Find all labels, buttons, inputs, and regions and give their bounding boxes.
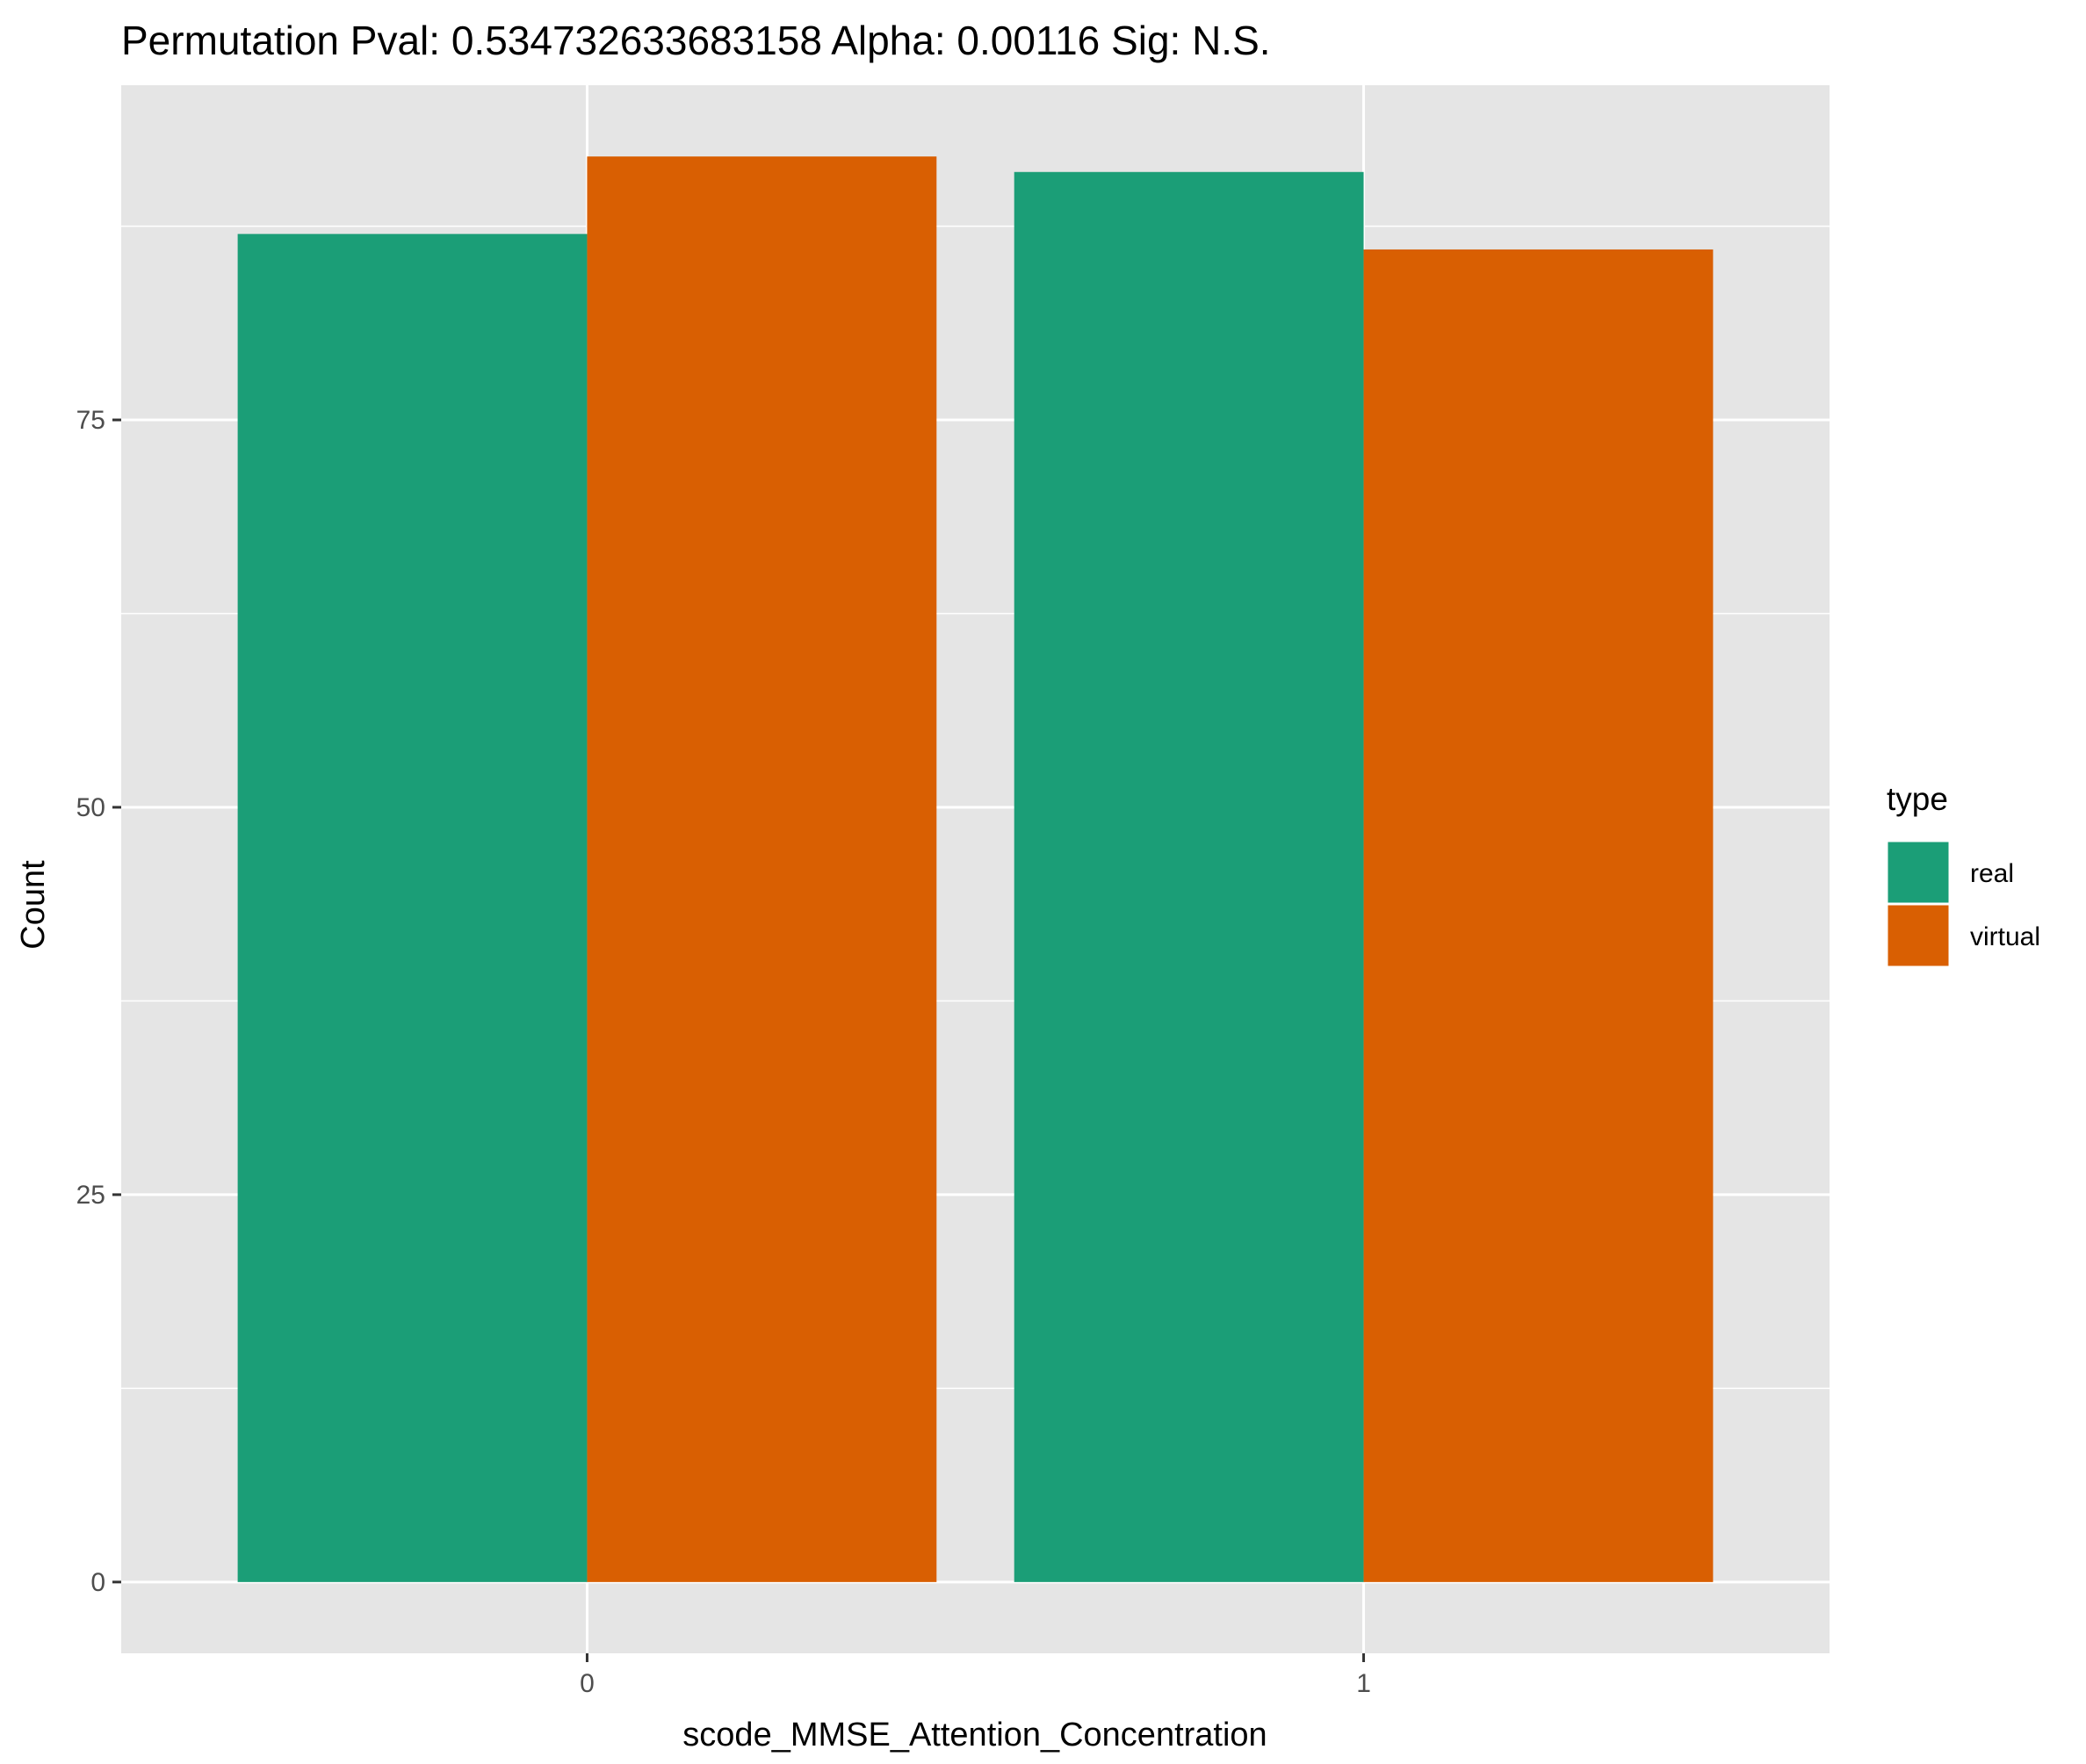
x-tick-label: 1: [1356, 1669, 1371, 1698]
legend-items: real virtual: [1885, 839, 2040, 969]
axes: 0 25 50 75 0 1: [76, 406, 1371, 1698]
y-tick-label: 75: [76, 406, 105, 435]
legend-label-real: real: [1970, 859, 2014, 888]
bar-real-0: [237, 234, 588, 1582]
y-tick-label: 0: [90, 1568, 105, 1597]
y-tick-label: 50: [76, 793, 105, 822]
bar-virtual-0: [587, 156, 937, 1582]
x-axis-title: scode_MMSE_Attention_Concentration: [682, 1717, 1267, 1753]
bar-virtual-1: [1363, 249, 1714, 1582]
legend-key-real: [1885, 839, 1952, 906]
x-tick-label: 0: [580, 1669, 595, 1698]
legend-key-virtual: [1885, 902, 1952, 969]
legend-title: type: [1887, 781, 1948, 817]
y-tick-label: 25: [76, 1181, 105, 1210]
legend: type real virtual: [1885, 781, 2040, 969]
bar-real-1: [1014, 171, 1364, 1582]
bars: [237, 156, 1714, 1582]
chart-title: Permutation Pval: 0.534732633683158 Alph…: [121, 18, 1271, 63]
legend-label-virtual: virtual: [1970, 922, 2040, 951]
y-axis-title: Count: [15, 860, 52, 950]
